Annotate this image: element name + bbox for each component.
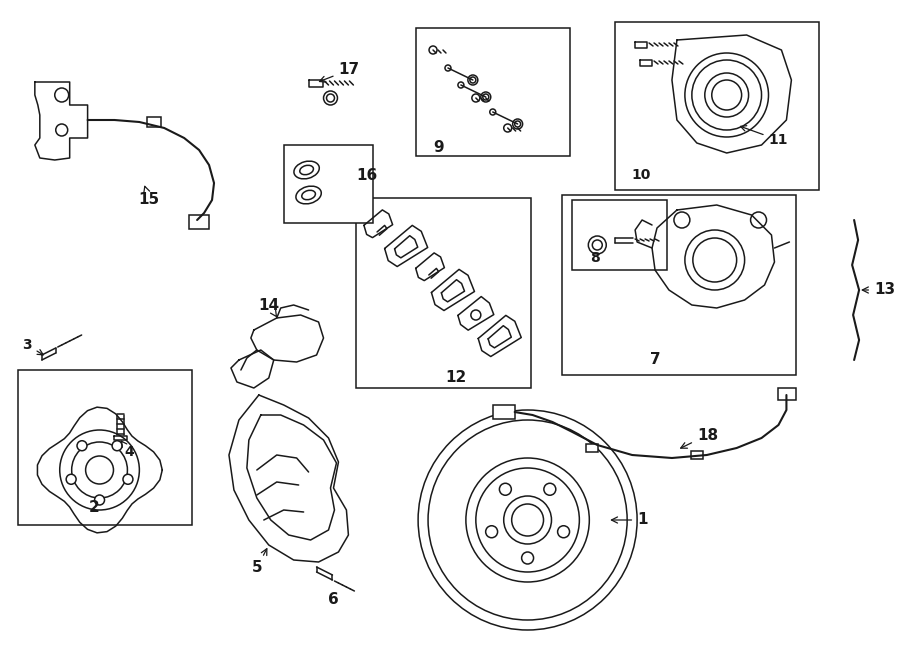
Circle shape: [445, 65, 451, 71]
Ellipse shape: [302, 190, 315, 200]
Ellipse shape: [296, 186, 321, 204]
Text: 18: 18: [680, 428, 718, 448]
Text: 3: 3: [22, 338, 43, 355]
Bar: [148, 117, 161, 127]
Circle shape: [468, 75, 478, 85]
Bar: [284, 145, 374, 223]
Text: 7: 7: [650, 352, 661, 368]
Circle shape: [500, 483, 511, 495]
Circle shape: [59, 430, 140, 510]
Circle shape: [458, 82, 464, 88]
Circle shape: [589, 236, 607, 254]
Bar: [778, 388, 796, 400]
Circle shape: [472, 94, 480, 102]
Circle shape: [470, 77, 476, 83]
Ellipse shape: [712, 80, 742, 110]
Bar: [616, 22, 819, 190]
Circle shape: [513, 119, 523, 129]
Text: 8: 8: [590, 251, 600, 265]
Circle shape: [504, 124, 512, 132]
Circle shape: [490, 109, 496, 115]
Circle shape: [55, 88, 68, 102]
Text: 5: 5: [251, 549, 267, 576]
Circle shape: [429, 46, 437, 54]
Text: 12: 12: [446, 371, 466, 385]
Circle shape: [486, 525, 498, 538]
Circle shape: [67, 475, 76, 485]
Circle shape: [685, 230, 744, 290]
Circle shape: [522, 552, 534, 564]
Bar: [189, 215, 209, 229]
Bar: [356, 198, 531, 388]
Circle shape: [94, 495, 104, 505]
Circle shape: [512, 504, 544, 536]
Circle shape: [466, 458, 590, 582]
Text: 13: 13: [862, 282, 896, 297]
Bar: [691, 451, 703, 459]
Circle shape: [751, 212, 767, 228]
Circle shape: [112, 441, 122, 451]
Text: 6: 6: [328, 592, 339, 607]
Circle shape: [77, 441, 87, 451]
Circle shape: [693, 238, 736, 282]
Circle shape: [692, 60, 761, 130]
Circle shape: [476, 468, 580, 572]
Circle shape: [123, 475, 133, 485]
Ellipse shape: [300, 165, 313, 175]
Text: 17: 17: [320, 63, 360, 82]
Text: 11: 11: [741, 126, 788, 147]
Circle shape: [323, 91, 338, 105]
Circle shape: [471, 310, 481, 320]
Bar: [562, 195, 796, 375]
Bar: [416, 28, 571, 156]
Circle shape: [482, 94, 489, 100]
Text: 4: 4: [122, 441, 134, 459]
Circle shape: [592, 240, 602, 250]
Bar: [493, 405, 515, 419]
Text: 15: 15: [139, 186, 160, 208]
Text: 10: 10: [631, 168, 651, 182]
Circle shape: [558, 525, 570, 538]
Circle shape: [705, 73, 749, 117]
Text: 14: 14: [258, 297, 279, 317]
Ellipse shape: [294, 161, 320, 179]
Text: 2: 2: [89, 500, 100, 516]
Circle shape: [685, 53, 769, 137]
Circle shape: [72, 442, 128, 498]
Bar: [18, 370, 192, 525]
Circle shape: [544, 483, 556, 495]
Bar: [586, 444, 598, 452]
Circle shape: [418, 410, 637, 630]
Circle shape: [56, 124, 68, 136]
Circle shape: [86, 456, 113, 484]
Circle shape: [674, 212, 690, 228]
Circle shape: [428, 420, 627, 620]
Bar: [572, 200, 667, 270]
Circle shape: [481, 92, 491, 102]
Text: 9: 9: [433, 141, 444, 155]
Text: 16: 16: [356, 167, 378, 182]
Text: 1: 1: [611, 512, 648, 527]
Circle shape: [504, 496, 552, 544]
Circle shape: [327, 94, 335, 102]
Circle shape: [515, 121, 520, 127]
